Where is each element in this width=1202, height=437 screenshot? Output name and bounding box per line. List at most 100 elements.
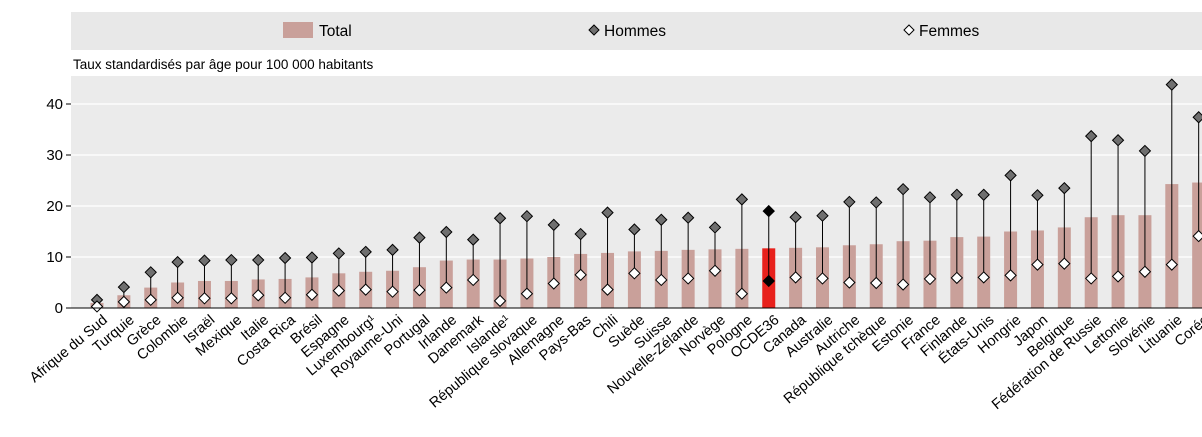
hommes-point-15 (493, 212, 507, 225)
femmes-point-16 (520, 287, 534, 300)
hommes-point-23 (708, 221, 722, 234)
hommes-point-4 (198, 254, 211, 267)
bar-41 (1192, 182, 1202, 308)
femmes-point-8 (305, 288, 319, 301)
hommes-point-6 (252, 253, 265, 267)
hommes-markers (90, 78, 1202, 307)
y-axis: 0 10 20 30 40 (46, 96, 71, 317)
hommes-point-35 (1031, 189, 1044, 202)
hommes-point-5 (225, 253, 238, 267)
hommes-point-25 (762, 204, 775, 218)
hommes-point-41 (1192, 111, 1202, 124)
hommes-point-16 (520, 209, 534, 223)
femmes-markers (90, 229, 1202, 313)
y-tick-label: 30 (46, 147, 63, 164)
femmes-point-31 (923, 272, 937, 286)
femmes-point-32 (950, 271, 964, 285)
femmes-point-24 (735, 287, 749, 300)
legend-background (71, 12, 1202, 50)
hommes-point-12 (413, 231, 426, 244)
legend-hommes-label: Hommes (604, 23, 666, 40)
femmes-point-40 (1165, 258, 1179, 271)
hommes-point-32 (950, 188, 964, 201)
femmes-point-39 (1138, 265, 1152, 278)
femmes-point-22 (681, 272, 695, 285)
legend: Total Hommes Femmes (71, 12, 1202, 50)
femmes-point-25 (762, 274, 775, 288)
hommes-point-40 (1165, 78, 1179, 91)
hommes-point-26 (789, 211, 802, 224)
chart-subtitle: Taux standardisés par âge pour 100 000 h… (73, 57, 373, 72)
femmes-point-17 (547, 277, 560, 290)
hommes-point-29 (870, 196, 883, 209)
femmes-point-10 (359, 283, 372, 296)
femmes-point-29 (870, 276, 883, 290)
hommes-point-38 (1111, 134, 1125, 147)
y-tick-label: 40 (46, 96, 63, 113)
legend-total-label: Total (319, 23, 352, 40)
femmes-point-9 (332, 284, 346, 297)
hommes-point-14 (466, 233, 480, 246)
hommes-point-8 (305, 251, 319, 264)
hommes-point-33 (977, 188, 990, 201)
femmes-point-21 (655, 273, 668, 287)
hommes-point-17 (547, 218, 560, 232)
femmes-point-6 (252, 289, 265, 302)
bar-23 (708, 249, 722, 308)
femmes-point-13 (440, 281, 453, 294)
femmes-point-37 (1084, 272, 1098, 285)
femmes-point-28 (843, 276, 856, 289)
hommes-point-34 (1004, 169, 1017, 182)
hommes-point-18 (574, 227, 587, 241)
femmes-point-19 (601, 283, 614, 296)
hommes-point-37 (1084, 129, 1098, 143)
hommes-point-27 (816, 209, 829, 222)
hommes-point-13 (440, 225, 453, 239)
femmes-point-3 (171, 291, 184, 305)
femmes-point-1 (117, 295, 131, 309)
y-tick-label: 10 (46, 249, 63, 266)
femmes-point-34 (1004, 269, 1017, 282)
stems (96, 84, 1200, 307)
femmes-point-0 (90, 300, 104, 313)
legend-femmes-label: Femmes (919, 23, 980, 40)
hommes-point-2 (144, 266, 157, 279)
femmes-point-4 (198, 292, 211, 305)
femmes-point-2 (144, 293, 157, 307)
femmes-point-36 (1058, 257, 1071, 270)
hommes-point-3 (171, 255, 184, 269)
hommes-point-1 (117, 280, 131, 294)
femmes-point-11 (386, 285, 399, 298)
legend-femmes-marker (903, 24, 915, 36)
hommes-point-30 (896, 182, 910, 196)
hommes-point-20 (628, 223, 641, 236)
hommes-point-28 (843, 195, 856, 209)
hommes-point-24 (735, 193, 749, 206)
hommes-point-21 (655, 213, 668, 226)
hommes-point-7 (278, 251, 292, 265)
hommes-point-31 (923, 191, 937, 204)
femmes-point-5 (225, 292, 238, 305)
legend-total-swatch (283, 22, 313, 38)
femmes-point-35 (1031, 258, 1044, 271)
femmes-point-33 (977, 271, 990, 284)
hommes-point-36 (1058, 181, 1071, 195)
femmes-point-30 (896, 278, 910, 291)
hommes-point-22 (681, 211, 695, 224)
y-tick-label: 20 (46, 198, 63, 215)
femmes-point-7 (278, 291, 292, 305)
femmes-point-38 (1111, 270, 1125, 283)
hommes-point-9 (332, 247, 346, 260)
femmes-point-27 (816, 272, 829, 285)
hommes-point-19 (601, 206, 614, 219)
femmes-point-26 (789, 271, 802, 284)
legend-hommes-marker (588, 24, 600, 36)
hommes-point-11 (386, 243, 399, 257)
femmes-point-12 (413, 283, 426, 297)
bar-20 (627, 251, 641, 308)
femmes-point-18 (574, 268, 587, 282)
femmes-point-14 (466, 273, 480, 287)
femmes-point-41 (1192, 229, 1202, 243)
x-axis: Afrique du SudTurquieGrèceColombieIsraël… (27, 311, 1202, 413)
